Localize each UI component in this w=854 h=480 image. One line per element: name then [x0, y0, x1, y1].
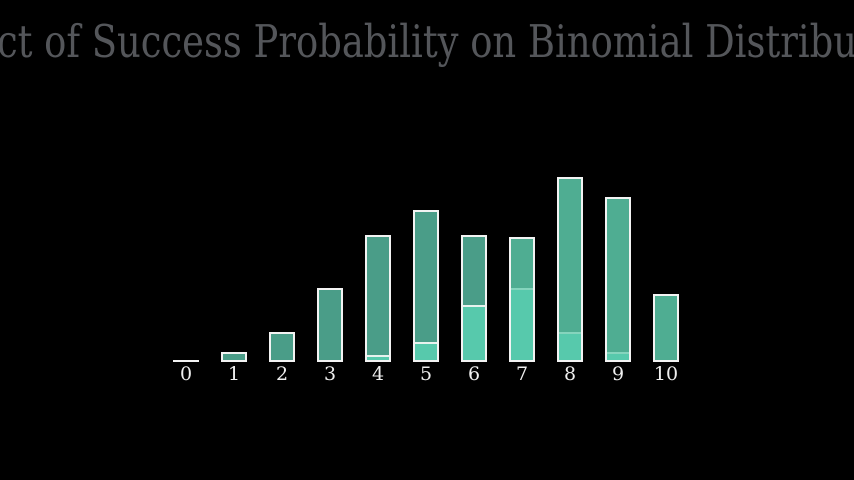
bar-overlap-segment	[559, 332, 581, 360]
bar-4	[365, 235, 391, 362]
bar-overlap-segment	[415, 342, 437, 360]
x-tick-label: 1	[227, 363, 241, 385]
x-tick-label: 4	[371, 363, 385, 385]
bar-2	[269, 332, 295, 362]
x-tick-label: 0	[179, 363, 193, 385]
bar-0	[173, 360, 199, 362]
bar-overlap-segment	[463, 305, 485, 360]
x-tick-label: 2	[275, 363, 289, 385]
bar-3	[317, 288, 343, 362]
bar-overlap-segment	[367, 355, 389, 360]
chart-title: ct of Success Probability on Binomial Di…	[0, 15, 854, 68]
x-tick-label: 10	[653, 363, 679, 385]
x-tick-label: 5	[419, 363, 433, 385]
x-tick-label: 8	[563, 363, 577, 385]
bar-9	[605, 197, 631, 362]
bar-8	[557, 177, 583, 362]
bar-overlap-segment	[511, 288, 533, 360]
x-tick-label: 7	[515, 363, 529, 385]
x-tick-label: 6	[467, 363, 481, 385]
x-tick-label: 3	[323, 363, 337, 385]
bar-overlap-segment	[607, 352, 629, 360]
bar-1	[221, 352, 247, 362]
bar-7	[509, 237, 535, 362]
x-tick-label: 9	[611, 363, 625, 385]
bar-5	[413, 210, 439, 362]
bar-10	[653, 294, 679, 362]
bar-6	[461, 235, 487, 362]
